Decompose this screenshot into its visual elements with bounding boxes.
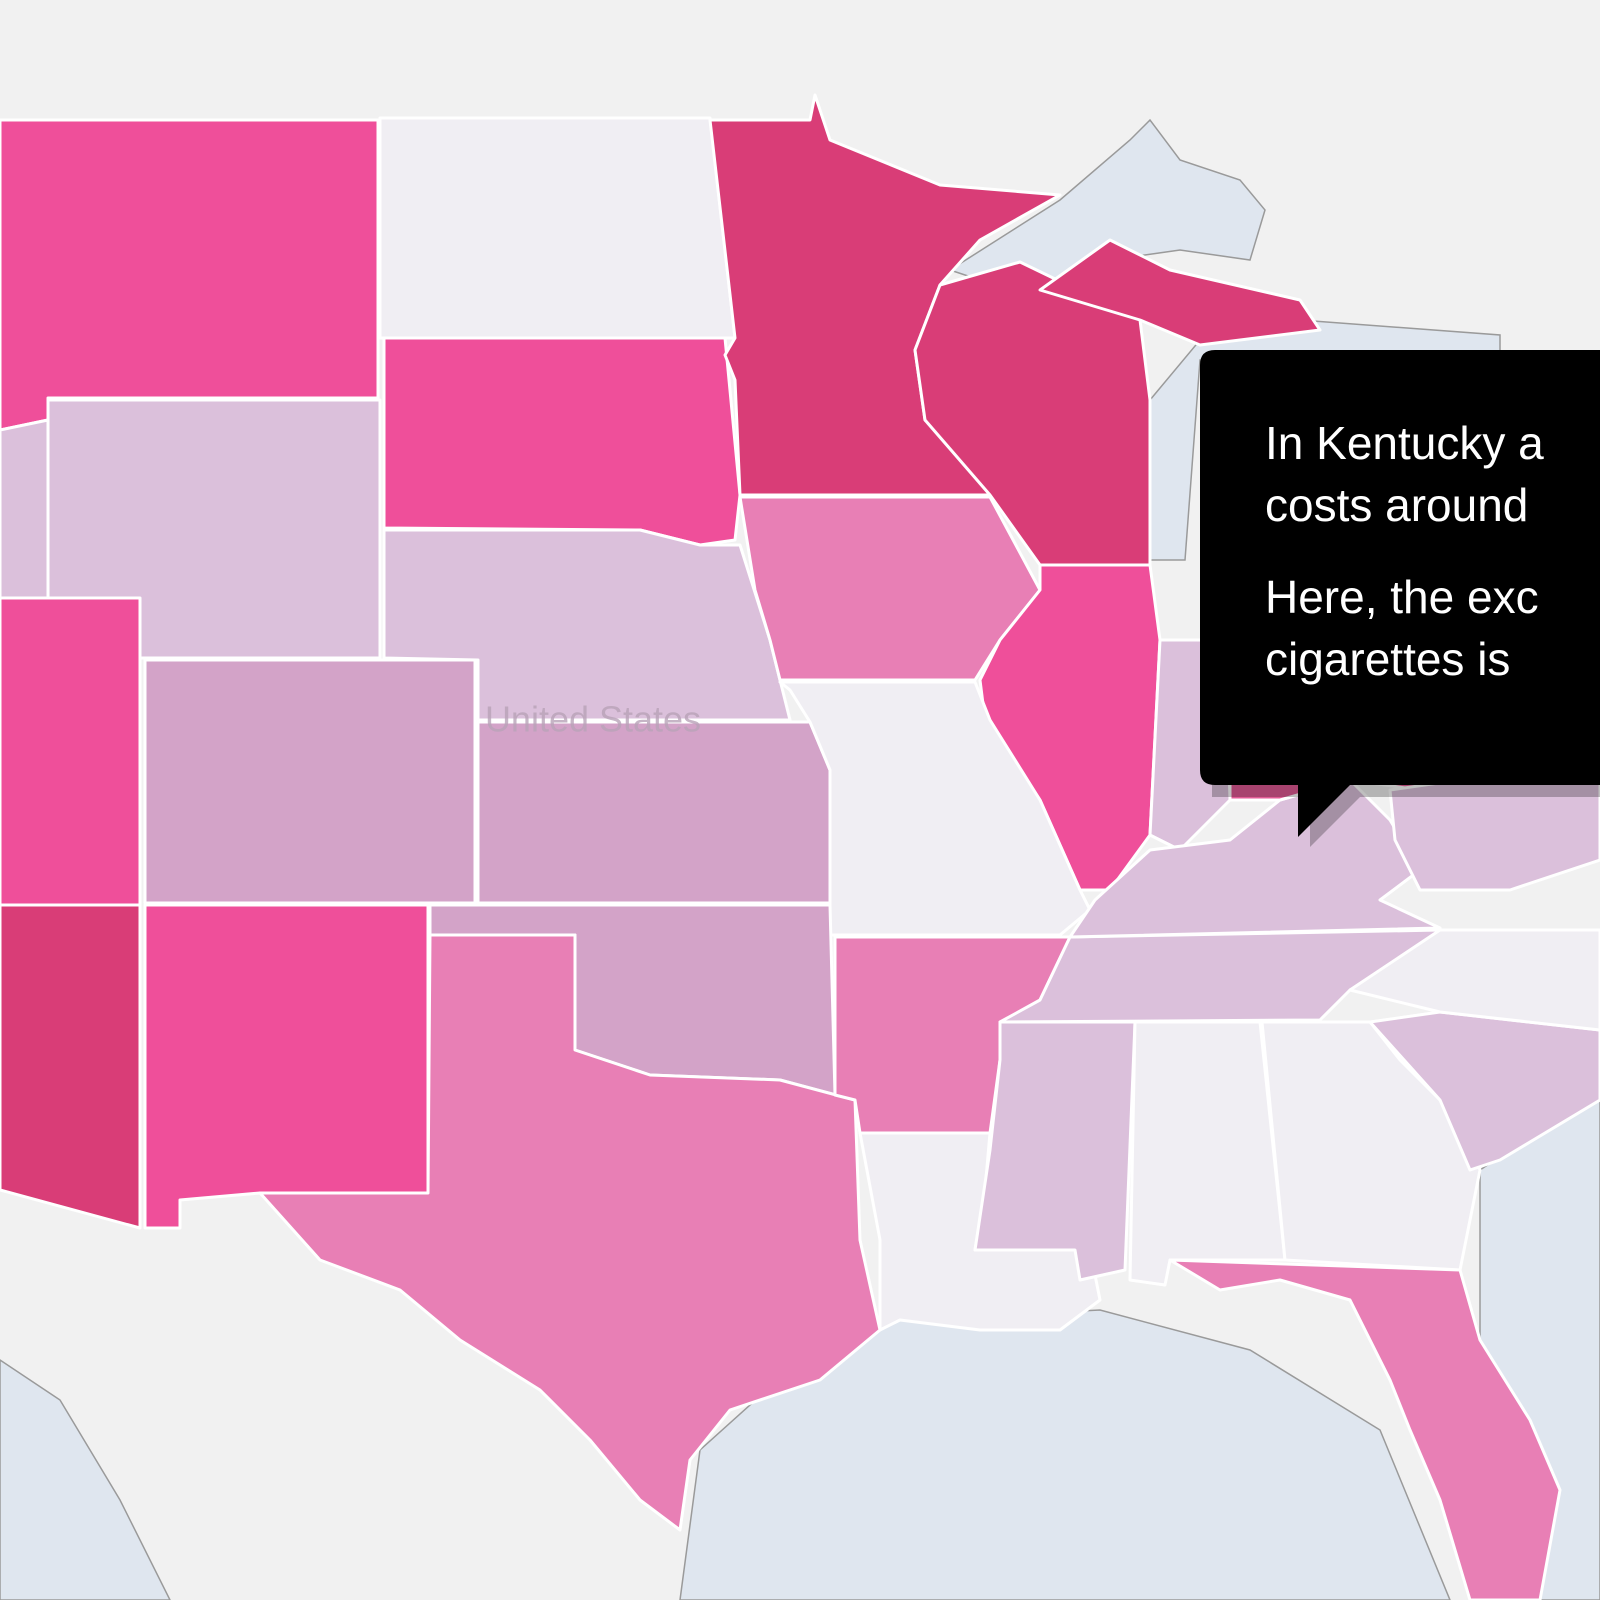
state[interactable] xyxy=(382,336,742,547)
gulf-of-mexico xyxy=(679,1309,1451,1600)
state[interactable] xyxy=(1348,928,1600,1032)
tooltip-line: Here, the exc xyxy=(1265,571,1539,623)
tooltip-line: costs around xyxy=(1265,479,1528,531)
state[interactable] xyxy=(1038,238,1322,347)
country-label: United States xyxy=(485,699,701,740)
pacific xyxy=(0,1359,171,1600)
state[interactable] xyxy=(1128,1020,1287,1287)
state[interactable] xyxy=(0,903,142,1230)
state[interactable] xyxy=(143,658,477,905)
state[interactable] xyxy=(1388,758,1600,892)
state[interactable] xyxy=(378,116,737,340)
state[interactable] xyxy=(0,118,380,432)
state[interactable] xyxy=(0,418,50,600)
state[interactable] xyxy=(143,903,430,1230)
tooltip-line: cigarettes is xyxy=(1265,633,1510,685)
tooltip-line: In Kentucky a xyxy=(1265,417,1544,469)
state[interactable] xyxy=(476,720,832,905)
state[interactable] xyxy=(738,495,1042,682)
tooltip-box xyxy=(1200,350,1600,837)
state[interactable] xyxy=(1068,778,1442,939)
state[interactable] xyxy=(973,1020,1137,1282)
state[interactable] xyxy=(778,680,1092,937)
state[interactable] xyxy=(1168,1258,1562,1600)
tooltip: In Kentucky a costs around Here, the exc… xyxy=(1200,350,1600,847)
state[interactable] xyxy=(46,398,382,660)
state[interactable] xyxy=(0,596,142,907)
state[interactable] xyxy=(258,933,882,1532)
